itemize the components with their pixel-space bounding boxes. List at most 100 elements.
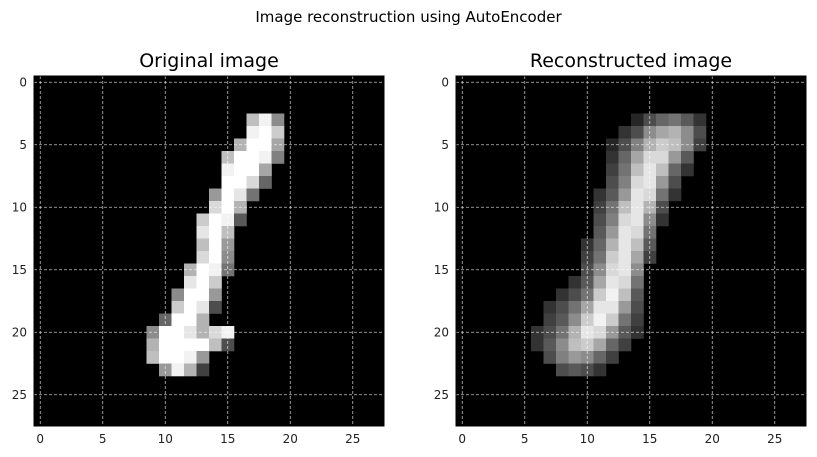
heatmap-cell [668, 151, 682, 164]
heatmap-cell [606, 338, 619, 352]
heatmap-cell [184, 288, 197, 302]
heatmap-cell [259, 176, 272, 189]
heatmap-cell [693, 126, 707, 139]
heatmap-cell [171, 338, 185, 352]
heatmap-cell [209, 276, 222, 289]
heatmap-cell [631, 163, 644, 177]
heatmap-cell [656, 163, 669, 177]
heatmap-cell [171, 301, 185, 314]
heatmap-cell [556, 313, 569, 327]
heatmap-cell [606, 313, 619, 327]
x-tick-label: 10 [580, 432, 595, 446]
heatmap-cell [618, 263, 632, 277]
heatmap-cell [656, 151, 669, 164]
x-tick-label: 5 [99, 432, 107, 446]
heatmap-cell [196, 213, 210, 227]
heatmap-cell [556, 301, 569, 314]
heatmap-cell [234, 213, 247, 227]
heatmap-cell [171, 326, 185, 339]
heatmap-cell [159, 363, 172, 377]
heatmap-cell [259, 113, 272, 127]
heatmap-cell [271, 126, 285, 139]
heatmap-cell [146, 338, 160, 352]
heatmap-cell [681, 151, 694, 164]
heatmap-cell [668, 126, 682, 139]
heatmap-cell [681, 126, 694, 139]
heatmap-cell [196, 238, 210, 252]
heatmap-cell [543, 301, 557, 314]
heatmap-cell [606, 351, 619, 364]
heatmap-cell [668, 138, 682, 152]
heatmap-cell [593, 276, 607, 289]
heatmap-cell [159, 338, 172, 352]
y-tick-label: 20 [12, 325, 27, 339]
heatmap-cell [593, 238, 607, 252]
heatmap-cell [668, 176, 682, 189]
heatmap-cell [271, 113, 285, 127]
heatmap-cell [606, 276, 619, 289]
heatmap-cell [631, 251, 644, 264]
heatmap-cell [618, 313, 632, 327]
heatmap-cell [568, 288, 582, 302]
heatmap-cell [171, 363, 185, 377]
heatmap-cell [184, 338, 197, 352]
heatmap-cell [234, 163, 247, 177]
heatmap-cell [668, 188, 682, 202]
heatmap-cell [196, 326, 210, 339]
heatmap-cell [221, 263, 235, 277]
heatmap-cell [221, 338, 235, 352]
heatmap-cell [631, 213, 644, 227]
heatmap-cell [643, 188, 657, 202]
heatmap-cell [209, 238, 222, 252]
heatmap-cell [196, 338, 210, 352]
heatmap-cell [581, 363, 594, 377]
heatmap-cell [593, 213, 607, 227]
heatmap-cell [693, 138, 707, 152]
heatmap-cell [631, 226, 644, 239]
heatmap-cell [631, 301, 644, 314]
heatmap-cell [556, 338, 569, 352]
heatmap-cell [668, 113, 682, 127]
heatmap-cell [593, 313, 607, 327]
heatmap-cell [593, 201, 607, 214]
y-tick-label: 5 [441, 138, 449, 152]
x-tick-label: 15 [642, 432, 657, 446]
heatmap-cell [146, 351, 160, 364]
panel-title-original: Original image [139, 50, 279, 72]
heatmap-cell [656, 113, 669, 127]
heatmap-cell [631, 276, 644, 289]
heatmap-cell [618, 188, 632, 202]
x-tick-label: 25 [767, 432, 782, 446]
heatmap-cell [593, 188, 607, 202]
x-tick-label: 0 [458, 432, 466, 446]
heatmap-cell [221, 163, 235, 177]
y-tick-label: 25 [434, 388, 449, 402]
heatmap-cell [209, 213, 222, 227]
heatmap-cell [259, 151, 272, 164]
heatmap-cell [543, 313, 557, 327]
heatmap-cell [568, 326, 582, 339]
heatmap-cell [209, 188, 222, 202]
heatmap-cell [593, 351, 607, 364]
heatmap-cell [606, 176, 619, 189]
heatmap-cell [271, 138, 285, 152]
heatmap-cell [196, 276, 210, 289]
heatmap-cell [234, 188, 247, 202]
heatmap-cell [556, 363, 569, 377]
heatmap-cell [643, 113, 657, 127]
heatmap-cell [606, 238, 619, 252]
heatmap-cell [171, 288, 185, 302]
heatmap-cell [184, 351, 197, 364]
heatmap-cell [643, 138, 657, 152]
heatmap-cell [543, 351, 557, 364]
heatmap-cell [246, 113, 260, 127]
heatmap-cell [556, 288, 569, 302]
heatmap-cell [631, 313, 644, 327]
heatmap-cell [593, 363, 607, 377]
heatmap-cell [196, 301, 210, 314]
heatmap-cell [631, 113, 644, 127]
panel-title-reconstructed: Reconstructed image [530, 50, 732, 72]
heatmap-cell [606, 163, 619, 177]
y-tick-label: 0 [441, 75, 449, 89]
heatmap-cell [618, 226, 632, 239]
